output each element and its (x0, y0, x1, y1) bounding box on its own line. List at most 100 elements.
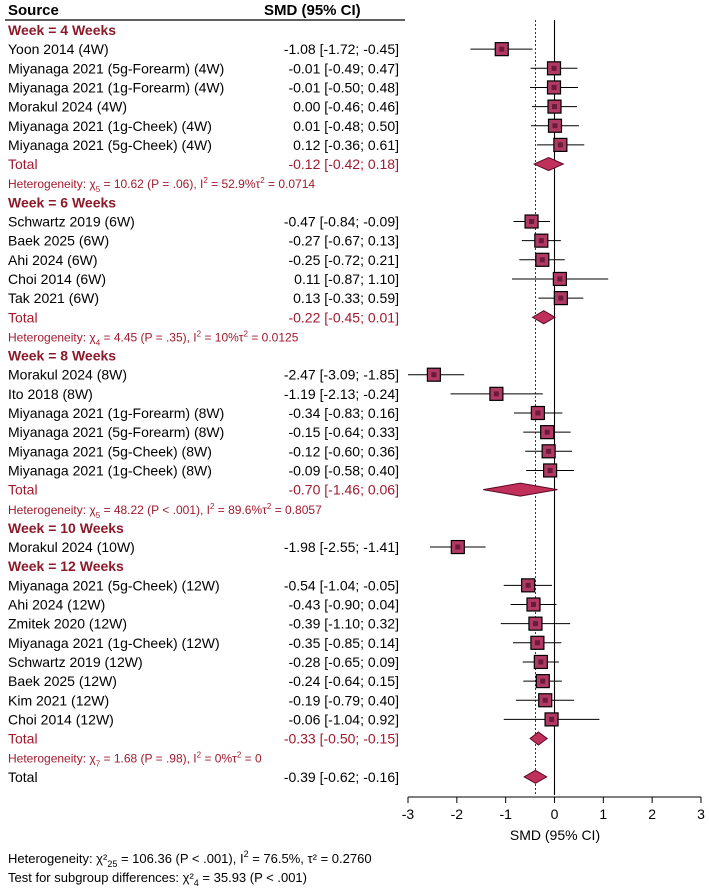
study-marker-center (549, 716, 555, 722)
study-ci: -0.43 [-0.90; 0.04] (288, 597, 399, 613)
study-ci: -0.06 [-1.04; 0.92] (288, 711, 399, 727)
study-marker-center (557, 142, 563, 148)
study-label: Miyanaga 2021 (1g-Cheek) (4W) (8, 118, 212, 134)
study-ci: 0.13 [-0.33; 0.59] (293, 290, 399, 306)
subgroup-diamond (532, 157, 565, 172)
subgroup-heading: Week = 4 Weeks (8, 22, 116, 38)
subgroup-total-label: Total (8, 156, 38, 172)
study-label: Miyanaga 2021 (5g-Forearm) (8W) (8, 424, 224, 440)
subgroup-total-ci: -0.33 [-0.50; -0.15] (284, 731, 399, 747)
study-ci: 0.01 [-0.48; 0.50] (293, 118, 399, 134)
study-ci: -0.25 [-0.72; 0.21] (288, 252, 399, 268)
study-ci: -0.35 [-0.85; 0.14] (288, 635, 399, 651)
study-marker-center (552, 104, 557, 110)
study-label: Zmitek 2020 (12W) (8, 616, 127, 632)
study-ci: -0.28 [-0.65; 0.09] (288, 654, 399, 670)
study-marker-center (529, 219, 535, 224)
study-label: Miyanaga 2021 (1g-Cheek) (8W) (8, 462, 212, 478)
study-ci: -1.19 [-2.13; -0.24] (284, 386, 399, 402)
study-marker-center (532, 621, 538, 627)
study-ci: -2.47 [-3.09; -1.85] (284, 367, 399, 383)
study-ci: -0.12 [-0.60; 0.36] (288, 443, 399, 459)
study-marker-center (431, 372, 437, 378)
header-effect: SMD (95% CI) (264, 2, 361, 19)
study-label: Morakul 2024 (10W) (8, 539, 135, 555)
study-ci: -0.47 [-0.84; -0.09] (284, 214, 399, 230)
study-ci: -0.24 [-0.64; 0.15] (288, 673, 399, 689)
study-ci: -0.27 [-0.67; 0.13] (288, 233, 399, 249)
study-ci: -1.98 [-2.55; -1.41] (284, 539, 399, 555)
x-axis: -3 -2 -1 0 1 2 3 (402, 796, 705, 822)
subgroup-heterogeneity: Heterogeneity: χ5 = 48.22 (P < .001), I2… (8, 502, 322, 520)
study-marker-center (544, 429, 550, 435)
study-marker-center (538, 238, 544, 244)
subgroup-total-ci: -0.12 [-0.42; 0.18] (288, 156, 399, 172)
study-label: Kim 2021 (12W) (8, 692, 109, 708)
x-tick-label: 1 (599, 806, 607, 822)
study-marker-center (499, 46, 505, 52)
study-label: Baek 2025 (12W) (8, 673, 117, 689)
study-label: Miyanaga 2021 (1g-Cheek) (12W) (8, 635, 220, 651)
study-marker-center (542, 697, 548, 703)
study-label: Miyanaga 2021 (1g-Forearm) (8W) (8, 405, 224, 421)
subgroup-total-label: Total (8, 309, 38, 325)
subgroup-diamond (483, 482, 558, 497)
study-label: Morakul 2024 (4W) (8, 99, 127, 115)
overall-total-ci: -0.39 [-0.62; -0.16] (284, 769, 399, 785)
study-label: Choi 2014 (6W) (8, 271, 106, 287)
study-marker-center (546, 448, 552, 454)
study-marker-center (540, 678, 546, 684)
study-ci: 0.00 [-0.46; 0.46] (293, 99, 399, 115)
study-ci: 0.11 [-0.87; 1.10] (294, 271, 399, 287)
study-label: Ahi 2024 (12W) (8, 597, 105, 613)
study-label: Ito 2018 (8W) (8, 386, 93, 402)
study-label: Schwartz 2019 (6W) (8, 214, 135, 230)
subgroup-heading: Week = 6 Weeks (8, 194, 116, 210)
study-marker-center (531, 602, 537, 607)
subgroup-heterogeneity: Heterogeneity: χ7 = 1.68 (P = .98), I2 =… (8, 751, 262, 769)
subgroup-heading: Week = 10 Weeks (8, 520, 124, 536)
study-ci: -0.34 [-0.83; 0.16] (288, 405, 399, 421)
study-marker-center (558, 295, 564, 301)
study-ci: -1.08 [-1.72; -0.45] (284, 41, 399, 57)
study-label: Morakul 2024 (8W) (8, 367, 127, 383)
subgroup-heterogeneity: Heterogeneity: χ5 = 10.62 (P = .06), I2 … (8, 176, 315, 194)
study-ci: 0.12 [-0.36; 0.61] (293, 137, 399, 153)
x-tick-label: -3 (402, 806, 415, 822)
study-label: Miyanaga 2021 (5g-Cheek) (8W) (8, 443, 212, 459)
study-marker-center (538, 659, 544, 665)
header-source: Source (8, 2, 59, 19)
study-marker-center (534, 640, 540, 646)
x-tick-label: 0 (551, 806, 559, 822)
study-ci: -0.09 [-0.58; 0.40] (288, 462, 399, 478)
study-ci: -0.19 [-0.79; 0.40] (288, 692, 399, 708)
x-axis-label: SMD (95% CI) (510, 827, 600, 843)
study-label: Tak 2021 (6W) (8, 290, 99, 306)
study-label: Miyanaga 2021 (5g-Forearm) (4W) (8, 60, 224, 76)
overall-diamond (523, 769, 548, 784)
subgroup-total-label: Total (8, 731, 38, 747)
study-label: Schwartz 2019 (12W) (8, 654, 143, 670)
x-tick-label: 3 (697, 806, 705, 822)
study-ci: -0.54 [-1.04; -0.05] (284, 577, 399, 593)
study-ci: -0.01 [-0.49; 0.47] (288, 60, 399, 76)
study-label: Miyanaga 2021 (1g-Forearm) (4W) (8, 79, 224, 95)
study-marker-center (551, 84, 557, 90)
study-label: Miyanaga 2021 (5g-Cheek) (4W) (8, 137, 212, 153)
study-marker-center (535, 410, 541, 416)
subgroup-total-ci: -0.22 [-0.45; 0.01] (288, 309, 399, 325)
x-tick-label: 2 (648, 806, 656, 822)
subgroup-heading: Week = 8 Weeks (8, 348, 116, 364)
study-marker-center (525, 582, 531, 588)
study-marker-center (551, 65, 557, 71)
study-ci: -0.15 [-0.64; 0.33] (288, 424, 399, 440)
study-ci: -0.39 [-1.10; 0.32] (288, 616, 399, 632)
study-label: Ahi 2024 (6W) (8, 252, 97, 268)
subgroup-total-ci: -0.70 [-1.46; 0.06] (288, 482, 399, 498)
study-marker-center (552, 123, 558, 129)
subgroup-total-label: Total (8, 482, 38, 498)
study-label: Miyanaga 2021 (5g-Cheek) (12W) (8, 577, 220, 593)
study-label: Baek 2025 (6W) (8, 233, 109, 249)
